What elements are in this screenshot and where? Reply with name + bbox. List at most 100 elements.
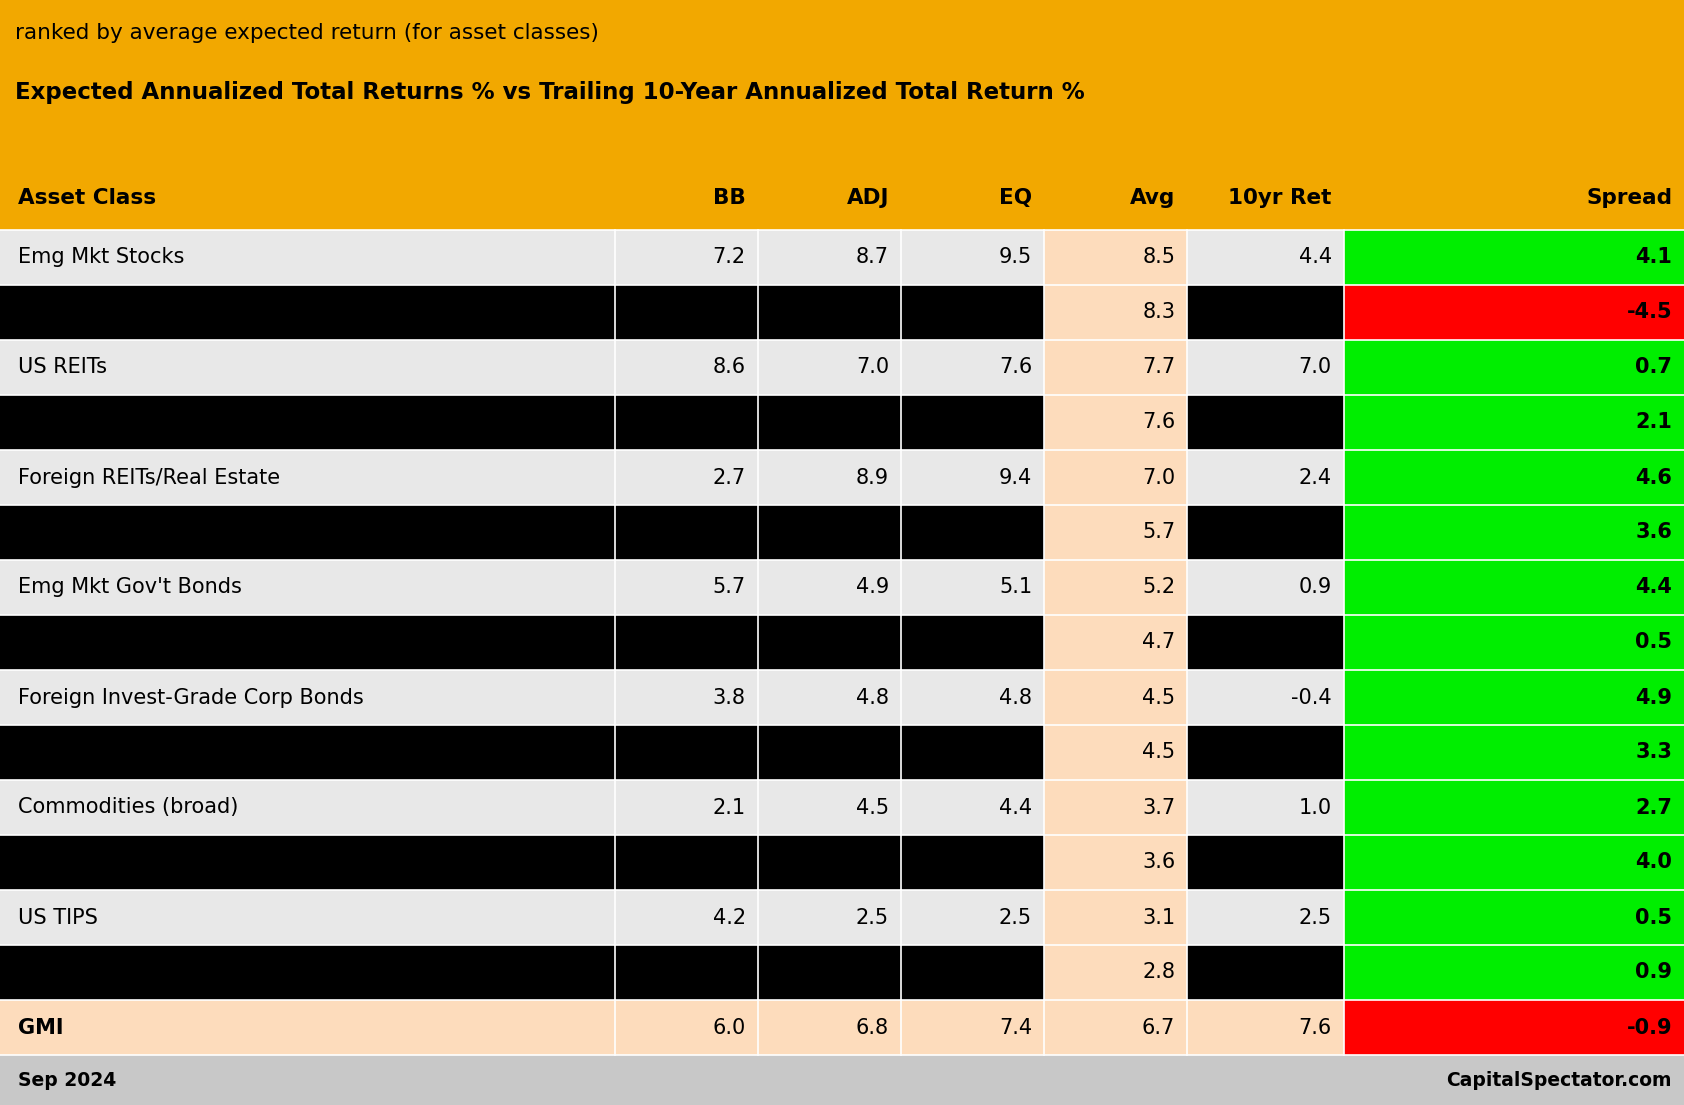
Bar — [615, 450, 758, 505]
Bar — [1344, 285, 1684, 340]
Text: 5.2: 5.2 — [1142, 578, 1175, 598]
Text: 4.4: 4.4 — [999, 798, 1032, 818]
Text: 7.0: 7.0 — [855, 358, 889, 378]
Text: 8.3: 8.3 — [1142, 303, 1175, 323]
Bar — [1344, 890, 1684, 945]
Bar — [1344, 450, 1684, 505]
Bar — [758, 450, 901, 505]
Text: 8.6: 8.6 — [712, 358, 746, 378]
Text: 6.0: 6.0 — [712, 1018, 746, 1038]
Text: -0.9: -0.9 — [1627, 1018, 1672, 1038]
Bar — [758, 1000, 901, 1055]
Bar — [615, 835, 758, 890]
Text: Avg: Avg — [1130, 188, 1175, 208]
Text: 0.7: 0.7 — [1635, 358, 1672, 378]
Bar — [0, 165, 1684, 230]
Bar — [1044, 450, 1187, 505]
Text: Spread: Spread — [1586, 188, 1672, 208]
Bar — [615, 505, 758, 560]
Text: 0.5: 0.5 — [1635, 632, 1672, 652]
Bar — [1044, 670, 1187, 725]
Text: 7.0: 7.0 — [1298, 358, 1332, 378]
Text: 7.6: 7.6 — [1142, 412, 1175, 432]
Text: 4.1: 4.1 — [1635, 248, 1672, 267]
Bar — [1344, 835, 1684, 890]
Bar — [1344, 230, 1684, 285]
Bar — [758, 780, 901, 835]
Bar — [1344, 725, 1684, 780]
Bar — [1344, 670, 1684, 725]
Text: BB: BB — [712, 188, 746, 208]
Bar — [1044, 340, 1187, 394]
Bar — [1187, 670, 1344, 725]
Text: 4.8: 4.8 — [855, 687, 889, 707]
Bar — [1187, 780, 1344, 835]
Text: 0.9: 0.9 — [1298, 578, 1332, 598]
Bar — [0, 615, 615, 670]
Bar — [901, 450, 1044, 505]
Text: Foreign Invest-Grade Corp Bonds: Foreign Invest-Grade Corp Bonds — [19, 687, 364, 707]
Text: 4.5: 4.5 — [1142, 743, 1175, 762]
Bar — [758, 725, 901, 780]
Bar — [0, 1055, 1684, 1105]
Text: Commodities (broad): Commodities (broad) — [19, 798, 239, 818]
Text: Foreign REITs/Real Estate: Foreign REITs/Real Estate — [19, 467, 280, 487]
Bar — [758, 670, 901, 725]
Text: Emg Mkt Stocks: Emg Mkt Stocks — [19, 248, 184, 267]
Text: 9.5: 9.5 — [999, 248, 1032, 267]
Text: 7.6: 7.6 — [999, 358, 1032, 378]
Bar — [1187, 835, 1344, 890]
Text: 2.8: 2.8 — [1142, 962, 1175, 982]
Bar — [1187, 340, 1344, 394]
Bar — [1187, 560, 1344, 615]
Text: 5.7: 5.7 — [712, 578, 746, 598]
Bar — [1187, 890, 1344, 945]
Bar — [0, 340, 615, 394]
Bar — [1187, 505, 1344, 560]
Bar — [758, 285, 901, 340]
Bar — [615, 945, 758, 1000]
Text: 7.2: 7.2 — [712, 248, 746, 267]
Bar — [1344, 394, 1684, 450]
Bar — [615, 890, 758, 945]
Text: 0.9: 0.9 — [1635, 962, 1672, 982]
Bar — [901, 560, 1044, 615]
Bar — [615, 340, 758, 394]
Text: 4.4: 4.4 — [1298, 248, 1332, 267]
Bar — [1344, 780, 1684, 835]
Bar — [615, 394, 758, 450]
Bar — [0, 890, 615, 945]
Text: 2.7: 2.7 — [1635, 798, 1672, 818]
Text: 2.4: 2.4 — [1298, 467, 1332, 487]
Bar — [758, 560, 901, 615]
Bar — [1187, 394, 1344, 450]
Bar — [758, 945, 901, 1000]
Text: 4.7: 4.7 — [1142, 632, 1175, 652]
Text: 5.7: 5.7 — [1142, 523, 1175, 543]
Bar — [901, 780, 1044, 835]
Bar — [0, 394, 615, 450]
Text: 3.6: 3.6 — [1635, 523, 1672, 543]
Text: 4.8: 4.8 — [999, 687, 1032, 707]
Text: 6.8: 6.8 — [855, 1018, 889, 1038]
Bar — [901, 285, 1044, 340]
Bar — [1187, 450, 1344, 505]
Text: 0.5: 0.5 — [1635, 907, 1672, 927]
Bar — [1344, 1000, 1684, 1055]
Bar — [0, 670, 615, 725]
Text: 3.6: 3.6 — [1142, 852, 1175, 873]
Bar — [758, 890, 901, 945]
Bar — [1044, 560, 1187, 615]
Bar — [0, 780, 615, 835]
Bar — [758, 835, 901, 890]
Bar — [0, 725, 615, 780]
Bar — [901, 615, 1044, 670]
Bar — [615, 725, 758, 780]
Text: US REITs: US REITs — [19, 358, 108, 378]
Text: 10yr Ret: 10yr Ret — [1228, 188, 1332, 208]
Bar — [0, 0, 1684, 165]
Text: CapitalSpectator.com: CapitalSpectator.com — [1447, 1071, 1672, 1090]
Bar — [1044, 945, 1187, 1000]
Text: 4.5: 4.5 — [855, 798, 889, 818]
Bar — [901, 890, 1044, 945]
